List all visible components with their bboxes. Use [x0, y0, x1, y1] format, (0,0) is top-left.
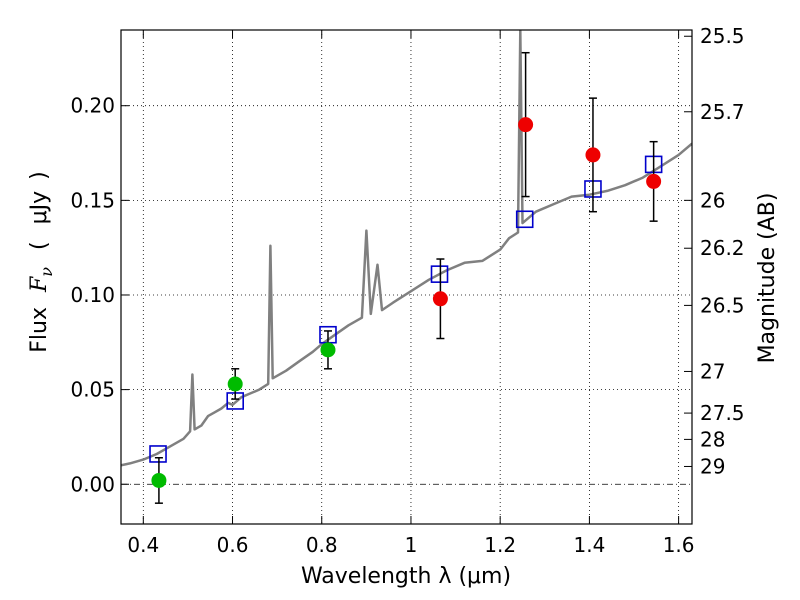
magnitude-tick-label: 28 [700, 427, 725, 451]
observed-flux-point [151, 472, 167, 488]
x-tick-label: 1.6 [663, 533, 695, 557]
y-tick-label: 0.20 [70, 94, 115, 118]
magnitude-tick-label: 25.7 [700, 100, 745, 124]
y2-axis-label: Magnitude (AB) [755, 193, 780, 364]
model-photometry-point [515, 210, 534, 229]
x-tick-label: 0.4 [127, 533, 159, 557]
observed-flux-point [585, 147, 601, 163]
observed-flux-point [227, 376, 243, 392]
magnitude-tick-label: 27 [700, 359, 725, 383]
x-tick-label: 1.2 [484, 533, 516, 557]
template-spectrum-line [121, 30, 692, 467]
plot-frame [120, 29, 693, 525]
grid [121, 30, 692, 524]
y-axis-label: Flux Fν ( μJy ) [27, 171, 58, 352]
magnitude-tick-label: 26.5 [700, 293, 745, 317]
magnitude-tick-label: 27.5 [700, 401, 745, 425]
data-markers [149, 51, 663, 504]
y-axis-label-subscript: ν [37, 267, 56, 277]
y-axis-label-symbol: F [27, 276, 52, 293]
y-tick-label: 0.05 [70, 378, 115, 402]
magnitude-tick-label: 25.5 [700, 24, 745, 48]
x-axis-label: Wavelength λ (μm) [301, 564, 511, 589]
axis-ticks: 0.4 0.6 0.8 1 1.2 1.4 1.6 0.00 0.05 0.10 0.15 0.20 2… [70, 24, 744, 557]
observed-flux-point [320, 342, 336, 358]
y-axis-label-open-paren: ( [27, 241, 52, 250]
x-tick-label: 0.6 [217, 533, 249, 557]
plot-background [121, 30, 692, 524]
magnitude-tick-label: 26.2 [700, 236, 745, 260]
y-axis-label-flux: Flux [27, 307, 52, 353]
x-tick-label: 1.4 [573, 533, 605, 557]
y-axis-label-unit: μJy [27, 191, 52, 225]
y-tick-label: 0.10 [70, 283, 115, 307]
y-tick-label: 0.15 [70, 188, 115, 212]
x-tick-label: 0.8 [306, 533, 338, 557]
magnitude-tick-label: 29 [700, 454, 725, 478]
magnitude-tick-label: 26 [700, 188, 725, 212]
x-tick-label: 1 [405, 533, 418, 557]
y-axis-label-close-paren: ) [27, 171, 52, 180]
observed-flux-point [432, 291, 448, 307]
observed-flux-point [518, 117, 534, 133]
model-photometry-point [430, 265, 449, 283]
y-tick-label: 0.00 [70, 472, 115, 496]
model-photometry-point [149, 445, 167, 463]
observed-flux-point [646, 173, 662, 189]
